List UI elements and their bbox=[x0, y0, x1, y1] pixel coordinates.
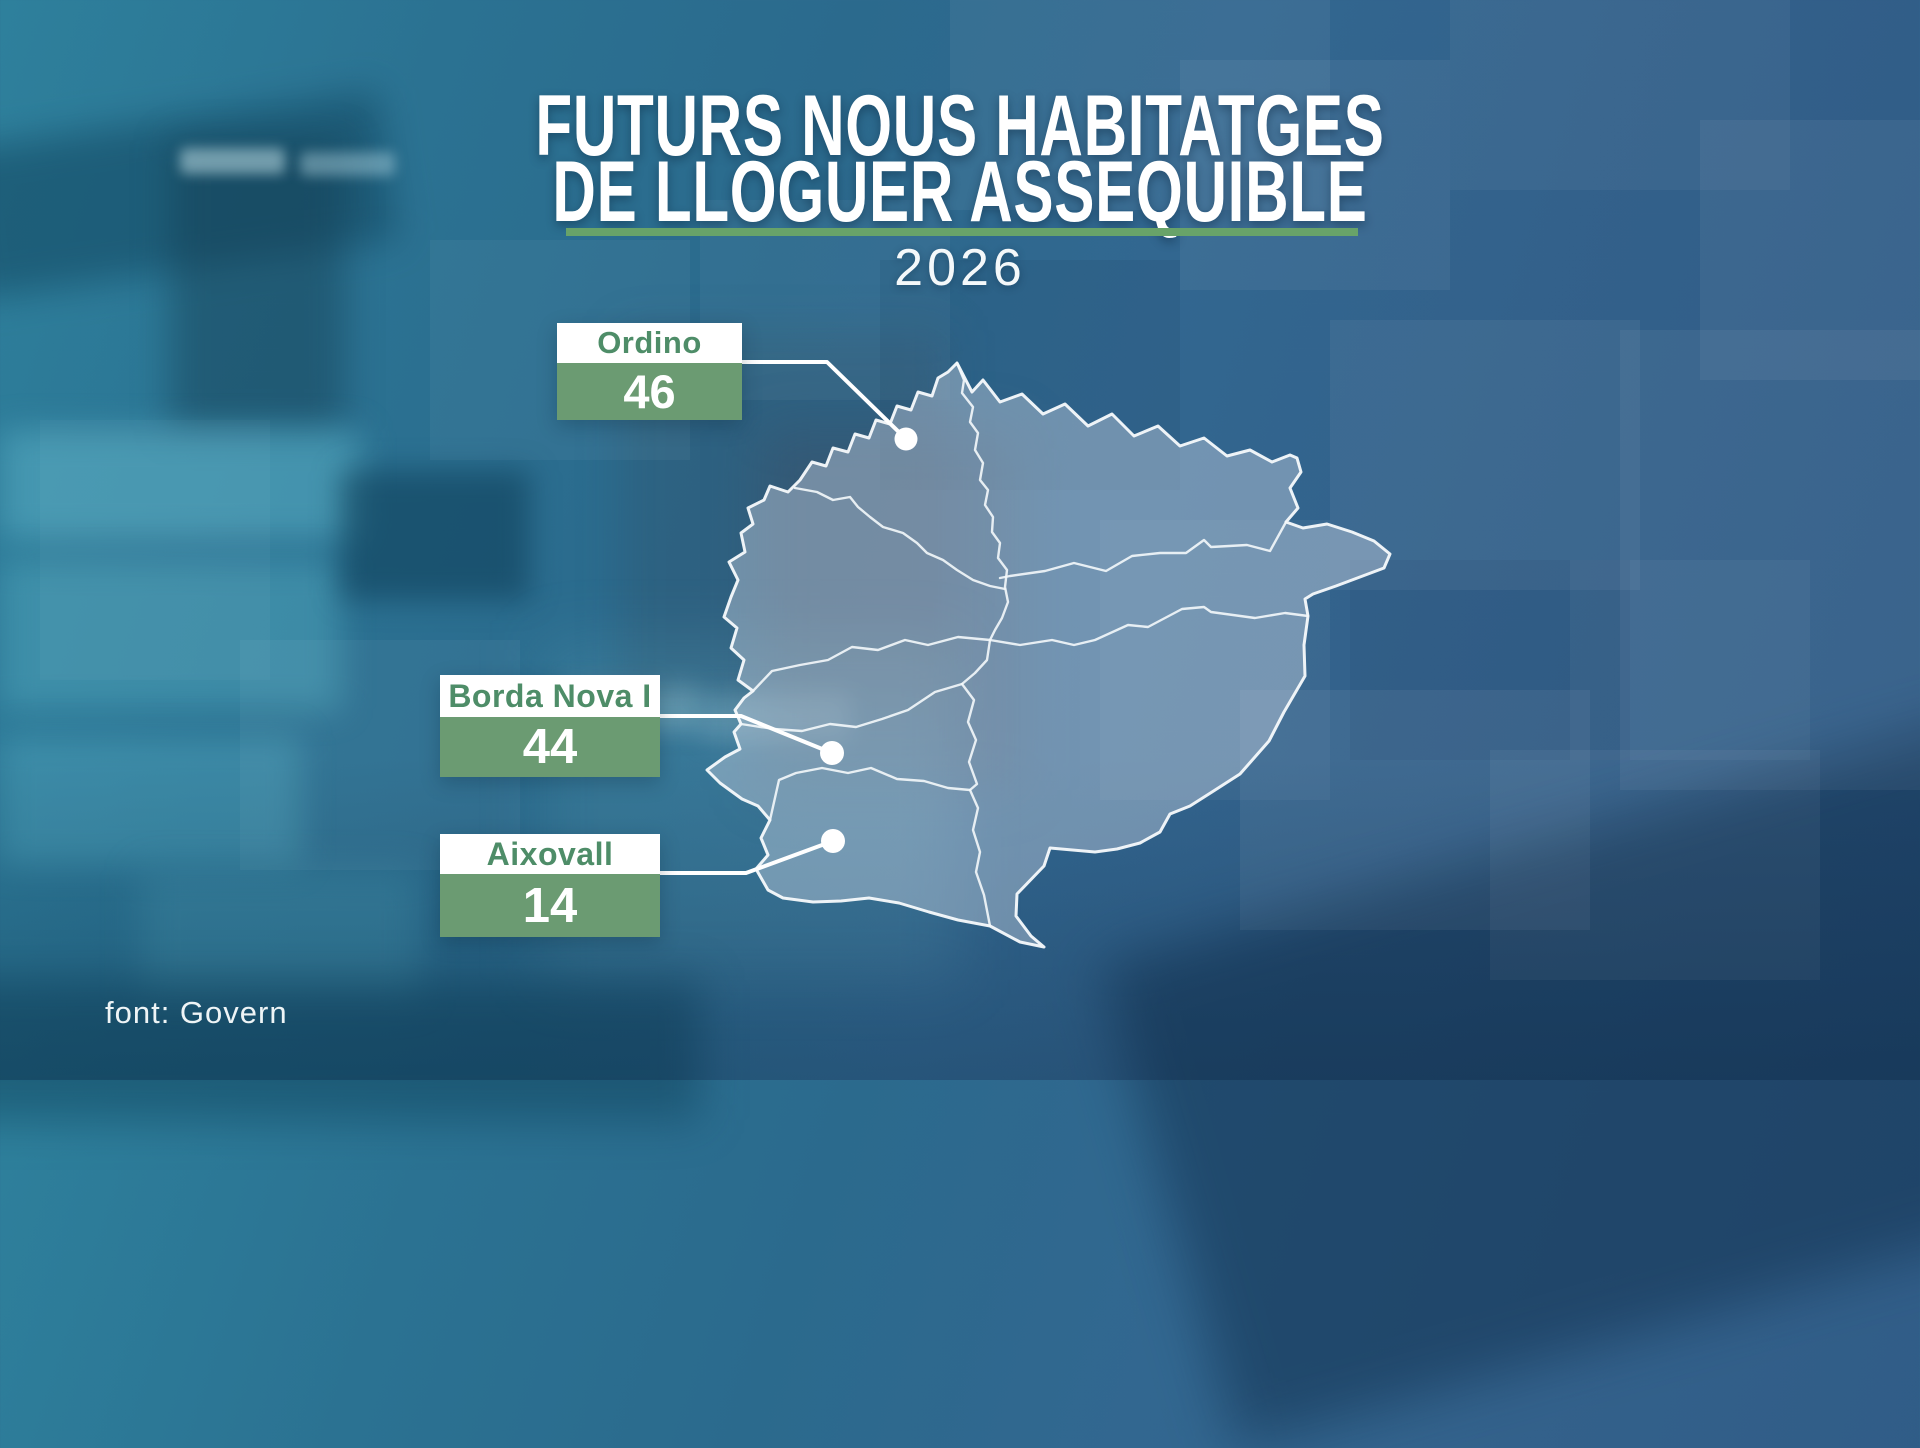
map-marker-bordanova bbox=[820, 741, 844, 765]
border-ordino-lamassana bbox=[793, 486, 1007, 591]
source-text: font: Govern bbox=[105, 995, 288, 1030]
border-andorralavella-santjulia bbox=[768, 766, 972, 822]
border-canillo-encamp bbox=[998, 520, 1288, 580]
leader-line-ordino bbox=[740, 360, 908, 441]
bottom-vignette bbox=[0, 0, 1920, 1080]
leader-line-aixovall bbox=[658, 839, 835, 875]
map-marker-aixovall bbox=[821, 829, 845, 853]
label-ordino: Ordino 46 bbox=[557, 323, 742, 420]
label-aixovall: Aixovall 14 bbox=[440, 834, 660, 937]
border-lamassana-andorralavella bbox=[751, 635, 992, 693]
country-outline bbox=[705, 361, 1392, 949]
border-ordino-canillo bbox=[955, 361, 1010, 642]
title-underline-bar bbox=[566, 228, 1358, 236]
label-ordino-value: 46 bbox=[557, 363, 742, 420]
leader-line-bordanova bbox=[658, 714, 834, 755]
border-escaldes-santjulia bbox=[960, 638, 992, 928]
subtitle-year: 2026 bbox=[894, 239, 1026, 297]
title-line-1: FUTURS NOUS HABITATGES bbox=[535, 78, 1385, 174]
label-borda-nova: Borda Nova I 44 bbox=[440, 675, 660, 777]
label-aixovall-name: Aixovall bbox=[440, 834, 660, 874]
page-title: FUTURS NOUS HABITATGES DE LLOGUER ASSEQU… bbox=[288, 78, 1632, 240]
label-borda-nova-value: 44 bbox=[440, 717, 660, 777]
title-line-2: DE LLOGUER ASSEQUIBLE bbox=[552, 144, 1368, 240]
label-ordino-name: Ordino bbox=[557, 323, 742, 363]
map-of-andorra bbox=[658, 360, 1392, 949]
map-marker-ordino bbox=[894, 427, 918, 451]
label-aixovall-value: 14 bbox=[440, 874, 660, 937]
label-borda-nova-name: Borda Nova I bbox=[440, 675, 660, 717]
border-encamp-escaldes bbox=[988, 605, 1310, 647]
